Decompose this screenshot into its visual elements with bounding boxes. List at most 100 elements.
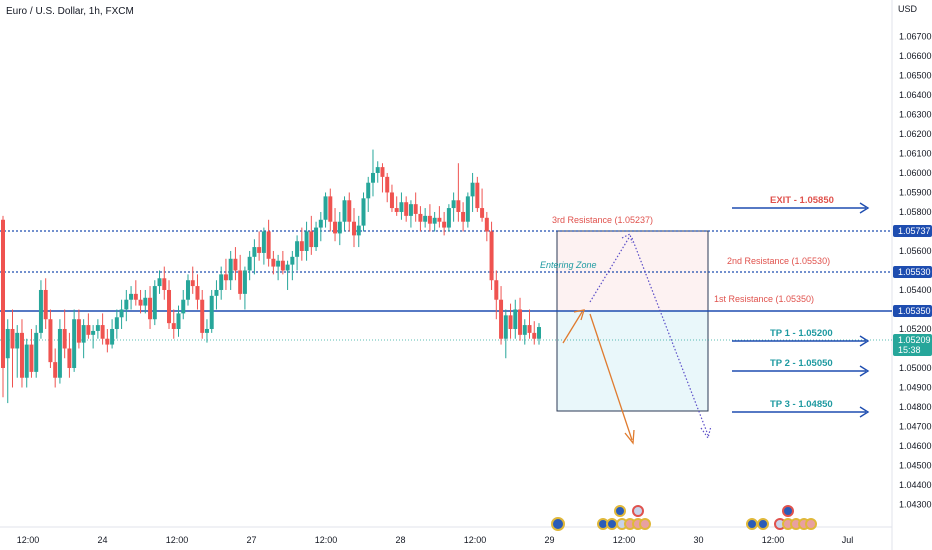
economic-events-row[interactable] bbox=[551, 505, 817, 531]
currency-label: USD bbox=[898, 4, 918, 14]
candle bbox=[228, 250, 233, 290]
candle bbox=[95, 319, 100, 339]
candle bbox=[280, 250, 285, 275]
chart-title: Euro / U.S. Dollar, 1h, FXCM bbox=[6, 6, 134, 17]
candle bbox=[152, 280, 157, 326]
candle bbox=[24, 338, 29, 388]
candle bbox=[480, 188, 485, 222]
candle bbox=[5, 319, 10, 404]
candle bbox=[34, 325, 39, 378]
candle bbox=[513, 299, 518, 339]
candle bbox=[38, 280, 43, 339]
candle bbox=[176, 305, 181, 337]
candle bbox=[67, 332, 72, 378]
svg-text:15:38: 15:38 bbox=[898, 345, 921, 355]
candle bbox=[527, 309, 532, 339]
time-axis: 12:00 24 12:00 27 12:00 28 12:00 29 12:00 30 12:00… bbox=[17, 535, 854, 545]
candle bbox=[333, 208, 338, 242]
time-tick-label: 27 bbox=[246, 535, 256, 545]
price-tick-label: 1.06000 bbox=[899, 168, 932, 178]
candle bbox=[81, 319, 86, 359]
candle bbox=[1, 215, 5, 398]
candle bbox=[418, 206, 423, 232]
candle bbox=[181, 289, 186, 320]
price-tick-label: 1.06700 bbox=[899, 31, 932, 41]
candle bbox=[432, 211, 437, 232]
candle bbox=[242, 266, 247, 310]
candle bbox=[62, 309, 67, 359]
candle bbox=[375, 161, 380, 183]
candle bbox=[304, 221, 309, 261]
candle bbox=[352, 208, 357, 248]
event-flag-icon[interactable] bbox=[606, 518, 618, 530]
candle bbox=[475, 176, 480, 212]
candle bbox=[508, 303, 513, 339]
candle bbox=[489, 221, 494, 290]
time-tick-label: 12:00 bbox=[166, 535, 189, 545]
projection-solid-orange bbox=[562, 309, 635, 445]
candle bbox=[190, 266, 195, 294]
svg-text:1.05737: 1.05737 bbox=[898, 226, 931, 236]
candle bbox=[76, 309, 81, 349]
candle bbox=[143, 289, 148, 314]
candle bbox=[266, 219, 271, 267]
time-tick-label: 12:00 bbox=[464, 535, 487, 545]
time-tick-label: Jul bbox=[842, 535, 854, 545]
event-flag-icon[interactable] bbox=[614, 505, 626, 517]
event-flag-icon[interactable] bbox=[639, 518, 651, 530]
price-tick-label: 1.04700 bbox=[899, 421, 932, 431]
price-tick-label: 1.04500 bbox=[899, 460, 932, 470]
candle bbox=[219, 266, 224, 300]
time-tick-label: 12:00 bbox=[315, 535, 338, 545]
event-flag-icon[interactable] bbox=[805, 518, 817, 530]
candle bbox=[465, 192, 470, 228]
event-flag-icon[interactable] bbox=[551, 517, 565, 531]
candle bbox=[494, 270, 499, 320]
candle bbox=[484, 211, 489, 242]
candle bbox=[261, 227, 266, 265]
resistance-1-label: 1st Resistance (1.05350) bbox=[714, 294, 814, 304]
price-tag-1.05737: 1.05737 bbox=[893, 225, 932, 237]
candle bbox=[309, 215, 314, 255]
price-tick-label: 1.06600 bbox=[899, 51, 932, 61]
candle bbox=[100, 313, 105, 345]
candle bbox=[461, 202, 466, 232]
candle bbox=[537, 323, 541, 345]
candle bbox=[337, 211, 342, 246]
time-tick-label: 12:00 bbox=[613, 535, 636, 545]
candle bbox=[167, 280, 172, 329]
price-tick-label: 1.04600 bbox=[899, 441, 932, 451]
candle bbox=[503, 309, 508, 359]
candle bbox=[299, 227, 304, 261]
candle bbox=[86, 313, 91, 339]
candle bbox=[200, 289, 205, 339]
candle bbox=[451, 192, 456, 222]
event-flag-icon[interactable] bbox=[757, 518, 769, 530]
event-flag-icon[interactable] bbox=[632, 505, 644, 517]
candle bbox=[148, 286, 153, 329]
time-tick-label: 28 bbox=[395, 535, 405, 545]
candle bbox=[394, 196, 399, 216]
candle bbox=[129, 286, 134, 310]
price-tag-1.05350: 1.05350 bbox=[893, 305, 932, 317]
candle bbox=[314, 221, 319, 251]
candle bbox=[162, 266, 167, 300]
event-flag-icon[interactable] bbox=[746, 518, 758, 530]
candle bbox=[247, 250, 252, 281]
tp1-arrow: TP 1 - 1.05200 bbox=[732, 328, 870, 347]
candle bbox=[323, 192, 328, 228]
price-tick-label: 1.05800 bbox=[899, 207, 932, 217]
candle bbox=[53, 348, 58, 388]
candle bbox=[138, 289, 143, 314]
candle bbox=[318, 211, 323, 242]
candle bbox=[295, 235, 300, 271]
candle bbox=[437, 206, 442, 228]
svg-text:EXIT - 1.05850: EXIT - 1.05850 bbox=[770, 195, 834, 206]
price-tick-label: 1.05200 bbox=[899, 324, 932, 334]
candle bbox=[385, 172, 390, 203]
resistance-3-label: 3rd Resistance (1.05237) bbox=[552, 215, 653, 225]
candle bbox=[361, 192, 366, 232]
event-flag-icon[interactable] bbox=[782, 505, 794, 517]
candle bbox=[209, 289, 214, 333]
